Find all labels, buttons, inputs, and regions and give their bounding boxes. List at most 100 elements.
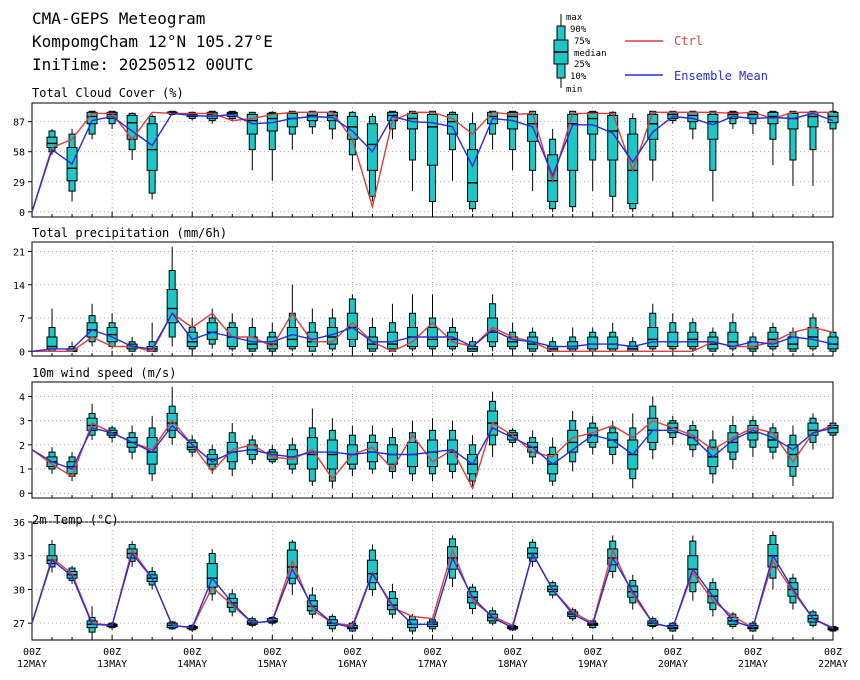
y-tick-label: 4 bbox=[19, 393, 25, 404]
box-p25-p75 bbox=[727, 111, 739, 120]
y-tick-label: 21 bbox=[13, 248, 25, 259]
box-15 bbox=[326, 110, 338, 140]
box-28 bbox=[587, 110, 599, 192]
x-tick-label-date: 20MAY bbox=[658, 659, 688, 670]
box-18 bbox=[386, 427, 398, 479]
ensemble-mean-line bbox=[31, 551, 834, 630]
box-7 bbox=[166, 246, 178, 347]
box-p25-p75 bbox=[366, 123, 378, 171]
box-p25-p75 bbox=[567, 341, 579, 350]
box-40 bbox=[827, 110, 839, 140]
box-14 bbox=[306, 308, 318, 352]
box-35 bbox=[727, 415, 739, 469]
x-tick-label-hour: 00Z bbox=[744, 647, 762, 658]
box-29 bbox=[607, 111, 619, 212]
box-p25-p75 bbox=[206, 563, 218, 588]
legend-label-median: median bbox=[574, 49, 607, 59]
box-39 bbox=[807, 110, 819, 186]
panels: Total Cloud Cover (%) 0 29 58 87 Total precip… bbox=[13, 86, 839, 641]
box-p10-p90 bbox=[408, 110, 416, 161]
box-4 bbox=[106, 313, 118, 349]
box-36 bbox=[747, 110, 759, 135]
box-20 bbox=[427, 418, 438, 482]
box-17 bbox=[366, 318, 378, 352]
x-tick-label-hour: 00Z bbox=[504, 647, 522, 658]
series-legend: Ctrl Ensemble Mean bbox=[625, 34, 768, 83]
box-27 bbox=[567, 411, 579, 472]
legend-ctrl-label: Ctrl bbox=[674, 34, 703, 48]
box-17 bbox=[366, 425, 378, 474]
legend-label-p75: 75% bbox=[574, 37, 591, 47]
box-p25-p75 bbox=[86, 111, 98, 125]
x-tick-label-hour: 00Z bbox=[824, 647, 842, 658]
box-20 bbox=[427, 110, 438, 212]
box-35 bbox=[727, 313, 739, 352]
box-36 bbox=[747, 415, 759, 457]
box-p25-p75 bbox=[607, 336, 619, 350]
box-6 bbox=[146, 114, 158, 200]
box-18 bbox=[386, 303, 398, 352]
legend-label-p90: 90% bbox=[570, 25, 587, 35]
panel-title: 2m Temp (°C) bbox=[32, 513, 119, 527]
y-tick-label: 27 bbox=[13, 619, 25, 630]
location-label: KompomgCham 12°N 105.27°E bbox=[32, 32, 273, 51]
y-tick-label: 58 bbox=[13, 148, 25, 159]
box-p10-p90 bbox=[509, 110, 517, 151]
box-14 bbox=[306, 408, 318, 486]
box-p25-p75 bbox=[587, 111, 599, 135]
x-tick-label-hour: 00Z bbox=[183, 647, 201, 658]
box-p25-p75 bbox=[587, 336, 599, 350]
box-15 bbox=[326, 308, 338, 352]
y-tick-label: 0 bbox=[19, 208, 25, 219]
x-tick-label-hour: 00Z bbox=[584, 647, 602, 658]
box-34 bbox=[707, 110, 719, 202]
ensemble-mean-line bbox=[31, 112, 834, 213]
box-6 bbox=[146, 322, 158, 352]
box-p25-p75 bbox=[146, 437, 158, 465]
y-tick-label: 29 bbox=[13, 178, 25, 189]
box-p25-p75 bbox=[667, 111, 679, 120]
box-p25-p75 bbox=[346, 312, 358, 340]
box-38 bbox=[787, 110, 799, 186]
box-7 bbox=[166, 386, 178, 445]
ensemble-mean-line bbox=[31, 424, 834, 470]
box-p25-p75 bbox=[567, 429, 579, 453]
panel-4: 2m Temp (°C) 27 30 33 36 bbox=[13, 513, 839, 641]
y-tick-label: 3 bbox=[19, 417, 25, 428]
box-p25-p75 bbox=[286, 549, 298, 579]
box-33 bbox=[687, 420, 699, 457]
x-tick-label-hour: 00Z bbox=[343, 647, 361, 658]
box-31 bbox=[647, 396, 659, 460]
box-p25-p75 bbox=[707, 113, 719, 140]
box-5 bbox=[126, 112, 138, 160]
box-40 bbox=[827, 327, 839, 352]
box-p25-p75 bbox=[366, 336, 378, 350]
box-p25-p75 bbox=[286, 327, 298, 347]
panel-title: Total Cloud Cover (%) bbox=[32, 86, 184, 100]
box-p25-p75 bbox=[507, 432, 519, 441]
box-1 bbox=[46, 308, 58, 352]
y-tick-label: 36 bbox=[13, 518, 25, 529]
box-p10-p90 bbox=[769, 110, 777, 140]
box-17 bbox=[366, 544, 378, 597]
x-tick-label-date: 19MAY bbox=[578, 659, 608, 670]
box-p25-p75 bbox=[286, 112, 298, 128]
ctrl-line bbox=[31, 419, 834, 491]
x-tick-label-date: 12MAY bbox=[17, 659, 47, 670]
box-17 bbox=[366, 113, 378, 202]
y-tick-label: 14 bbox=[13, 281, 25, 292]
box-22 bbox=[467, 112, 479, 212]
x-tick-label-hour: 00Z bbox=[664, 647, 682, 658]
box-p25-p75 bbox=[647, 327, 659, 347]
box-p10-p90 bbox=[589, 110, 597, 161]
x-tick-label-date: 16MAY bbox=[337, 659, 367, 670]
box-p25-p75 bbox=[727, 331, 739, 347]
box-30 bbox=[627, 337, 639, 352]
y-tick-label: 33 bbox=[13, 552, 25, 563]
box-33 bbox=[687, 110, 699, 140]
box-31 bbox=[647, 303, 659, 352]
x-tick-label-date: 22MAY bbox=[818, 659, 848, 670]
box-16 bbox=[346, 425, 358, 477]
box-p25-p75 bbox=[206, 322, 218, 340]
box-p25-p75 bbox=[667, 331, 679, 347]
